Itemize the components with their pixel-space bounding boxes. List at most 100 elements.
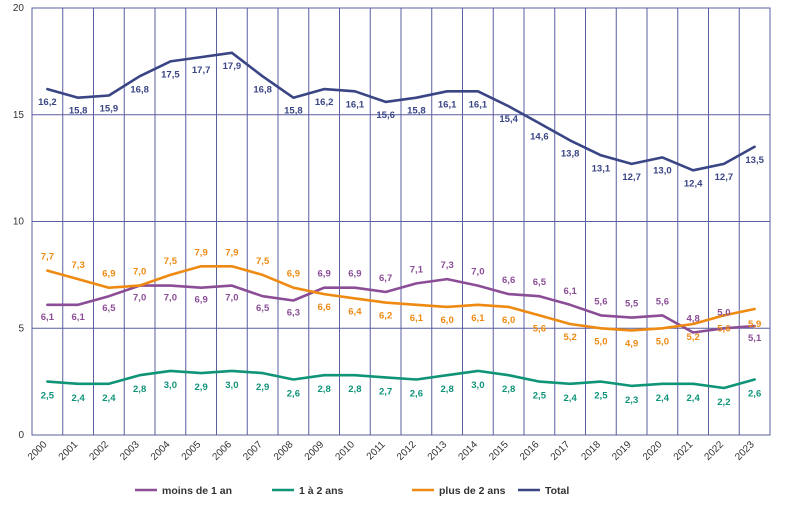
- data-label: 12,7: [622, 172, 641, 183]
- x-tick-label: 2006: [210, 439, 234, 463]
- legend: moins de 1 an 1 à 2 ans plus de 2 ans Total: [135, 485, 569, 497]
- data-label: 5,0: [717, 307, 730, 318]
- data-label: 2,5: [594, 391, 608, 402]
- series-line-1: [46, 369, 756, 390]
- data-label: 5,2: [564, 332, 577, 343]
- y-tick-label: 0: [18, 430, 24, 441]
- data-label: 6,1: [410, 313, 424, 324]
- data-label: 6,2: [379, 311, 392, 322]
- data-label: 2,6: [410, 388, 423, 399]
- data-label: 2,8: [441, 384, 454, 395]
- data-label: 6,9: [318, 269, 331, 280]
- data-label: 5,6: [594, 296, 607, 307]
- x-tick-label: 2011: [365, 439, 388, 462]
- data-label: 6,3: [287, 307, 300, 318]
- data-label: 2,7: [379, 386, 392, 397]
- x-tick-label: 2008: [272, 439, 296, 463]
- data-label: 6,5: [533, 277, 547, 288]
- data-label: 2,6: [287, 388, 300, 399]
- data-label: 7,5: [164, 256, 178, 267]
- data-label: 6,1: [41, 312, 55, 323]
- x-tick-label: 2001: [57, 439, 81, 463]
- data-label: 6,9: [195, 295, 208, 306]
- data-label: 7,3: [441, 260, 454, 271]
- data-label: 2,5: [41, 391, 55, 402]
- data-label: 6,4: [348, 306, 362, 317]
- x-tick-label: 2002: [87, 439, 111, 463]
- y-tick-label: 5: [18, 323, 24, 334]
- x-tick-label: 2000: [26, 439, 50, 463]
- data-label: 4,8: [687, 314, 700, 325]
- data-label: 16,2: [38, 97, 57, 108]
- data-label: 7,3: [72, 260, 85, 271]
- data-label: 6,6: [318, 302, 331, 313]
- x-tick-label: 2003: [118, 439, 142, 463]
- data-label: 5,6: [656, 296, 669, 307]
- data-label: 2,8: [133, 384, 146, 395]
- data-label: 6,1: [564, 286, 578, 297]
- data-label: 6,9: [348, 269, 361, 280]
- data-label: 6,5: [102, 303, 116, 314]
- x-tick-label: 2017: [549, 439, 573, 463]
- series-line-3: [46, 51, 756, 172]
- data-label: 16,1: [469, 99, 488, 110]
- gridlines: [31, 7, 771, 436]
- data-label: 16,1: [438, 99, 457, 110]
- data-label: 5,6: [533, 323, 546, 334]
- data-label: 2,8: [502, 384, 515, 395]
- x-tick-label: 2023: [733, 439, 757, 463]
- data-label: 7,9: [195, 247, 208, 258]
- y-tick-label: 10: [13, 217, 25, 228]
- data-label: 15,6: [376, 110, 395, 121]
- x-tick-label: 2005: [180, 439, 204, 463]
- legend-entry: plus de 2 ans: [439, 485, 506, 497]
- x-tick-label: 2019: [610, 439, 634, 463]
- data-label: 2,3: [625, 395, 638, 406]
- y-tick-label: 15: [13, 110, 25, 121]
- data-label: 13,8: [561, 148, 580, 159]
- data-label: 6,1: [72, 312, 86, 323]
- series-line-0: [46, 277, 756, 334]
- data-label: 2,4: [564, 393, 578, 404]
- data-label: 2,9: [195, 382, 208, 393]
- legend-entry: 1 à 2 ans: [299, 485, 344, 497]
- data-label: 7,5: [256, 256, 270, 267]
- data-label: 15,4: [499, 114, 518, 125]
- data-label: 5,9: [748, 319, 761, 330]
- data-label: 7,9: [225, 247, 238, 258]
- data-label: 7,7: [41, 252, 54, 263]
- data-label: 5,6: [717, 323, 730, 334]
- data-label: 6,9: [102, 269, 115, 280]
- x-tick-label: 2014: [456, 439, 480, 463]
- x-tick-label: 2013: [426, 439, 450, 463]
- data-label: 6,0: [502, 315, 515, 326]
- data-label: 2,2: [717, 397, 730, 408]
- data-label: 6,1: [471, 313, 485, 324]
- data-label: 6,6: [502, 275, 515, 286]
- data-label: 5,1: [748, 333, 762, 344]
- data-label: 4,9: [625, 338, 638, 349]
- series-lines: [46, 51, 756, 390]
- data-label: 12,7: [715, 172, 734, 183]
- x-tick-label: 2021: [672, 439, 696, 463]
- data-label: 13,1: [592, 163, 611, 174]
- data-label: 2,8: [318, 384, 331, 395]
- data-label: 5,0: [594, 336, 607, 347]
- x-tick-label: 2015: [487, 439, 511, 463]
- data-label: 3,0: [164, 380, 177, 391]
- data-label: 15,9: [100, 104, 119, 115]
- data-label: 15,8: [69, 106, 88, 117]
- data-label: 2,9: [256, 382, 269, 393]
- y-tick-label: 20: [13, 3, 25, 14]
- data-label: 16,8: [130, 84, 149, 95]
- data-label: 2,4: [102, 393, 116, 404]
- x-tick-label: 2020: [641, 439, 665, 463]
- x-tick-label: 2022: [702, 439, 726, 463]
- data-label: 3,0: [225, 380, 238, 391]
- data-label: 6,5: [256, 303, 270, 314]
- data-label: 13,5: [745, 155, 764, 166]
- data-labels: 6,1 6,1 6,5 7,0 7,0 6,9 7,0 6,5 6,3 6,9 6,9 6,7 7,1 7…: [38, 61, 764, 408]
- legend-entry: moins de 1 an: [162, 485, 232, 497]
- data-label: 15,8: [407, 106, 426, 117]
